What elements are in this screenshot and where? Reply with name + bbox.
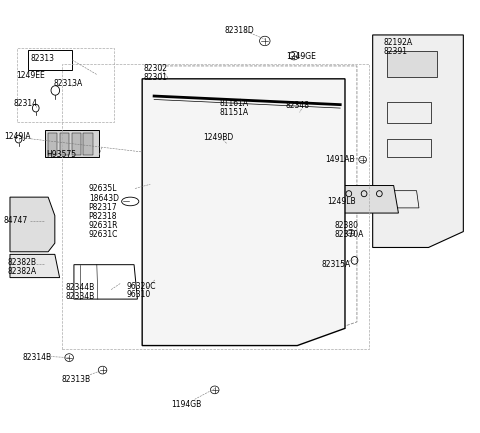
Polygon shape (10, 197, 55, 252)
Text: 92631R: 92631R (89, 221, 118, 230)
Circle shape (215, 246, 299, 321)
Polygon shape (372, 35, 463, 248)
Bar (191, 180, 200, 204)
Text: 82315A: 82315A (321, 260, 350, 269)
Text: 1249LB: 1249LB (327, 197, 356, 206)
Text: 81161A: 81161A (220, 99, 249, 108)
Text: 1249BD: 1249BD (203, 133, 233, 142)
Text: P82318: P82318 (89, 212, 117, 221)
Bar (45, 130, 99, 157)
Circle shape (289, 51, 299, 60)
Polygon shape (150, 174, 206, 208)
Text: H93575: H93575 (46, 151, 76, 159)
Text: 82382A: 82382A (7, 267, 36, 276)
Bar (284, 89, 316, 123)
Text: 1249EE: 1249EE (17, 71, 46, 80)
Circle shape (98, 366, 107, 374)
Bar (72, 133, 81, 155)
Text: 82302: 82302 (144, 65, 168, 74)
Text: 82380: 82380 (335, 221, 359, 230)
Text: 92635L: 92635L (89, 184, 117, 193)
Bar (387, 51, 437, 77)
Bar (48, 133, 57, 155)
Text: 82382B: 82382B (7, 258, 36, 267)
Circle shape (347, 229, 355, 236)
Text: 84747: 84747 (4, 216, 28, 225)
Circle shape (144, 269, 167, 290)
Text: 1491AB: 1491AB (325, 155, 355, 164)
Bar (153, 180, 163, 204)
Polygon shape (344, 185, 398, 213)
Text: 96310: 96310 (126, 290, 151, 299)
Text: 92631C: 92631C (89, 230, 118, 239)
Text: 1249GE: 1249GE (286, 52, 316, 61)
Text: 1194GB: 1194GB (171, 400, 201, 409)
Text: 1249JA: 1249JA (4, 132, 30, 141)
Text: 82391: 82391 (383, 47, 407, 56)
Bar (60, 133, 69, 155)
Polygon shape (10, 254, 60, 278)
Text: 82314: 82314 (13, 99, 37, 108)
Bar (387, 139, 431, 157)
Circle shape (260, 36, 270, 46)
Bar (387, 102, 431, 123)
Circle shape (359, 156, 366, 163)
Bar (166, 180, 175, 204)
Text: P82317: P82317 (89, 203, 117, 212)
Text: 82318D: 82318D (225, 26, 254, 35)
Polygon shape (142, 79, 345, 346)
Text: 82370A: 82370A (335, 230, 364, 239)
Text: 82192A: 82192A (383, 38, 412, 47)
Circle shape (210, 386, 219, 394)
Text: 82313: 82313 (30, 54, 54, 63)
Circle shape (229, 258, 284, 308)
Polygon shape (150, 210, 242, 229)
Text: 96320C: 96320C (126, 282, 156, 291)
Bar (28, 49, 72, 70)
Text: 82313B: 82313B (61, 375, 90, 384)
Text: 82301: 82301 (144, 74, 168, 82)
Text: 82334B: 82334B (66, 291, 95, 301)
Bar (62, 64, 369, 349)
Circle shape (65, 354, 73, 362)
Text: 82348: 82348 (285, 101, 309, 110)
Text: 82344B: 82344B (66, 283, 95, 292)
Text: 81151A: 81151A (220, 108, 249, 117)
Text: 18643D: 18643D (89, 194, 119, 203)
Bar (84, 133, 93, 155)
Text: 82313A: 82313A (54, 80, 83, 88)
Text: 82314B: 82314B (23, 353, 52, 362)
Bar (17, 48, 115, 122)
Bar (178, 180, 188, 204)
